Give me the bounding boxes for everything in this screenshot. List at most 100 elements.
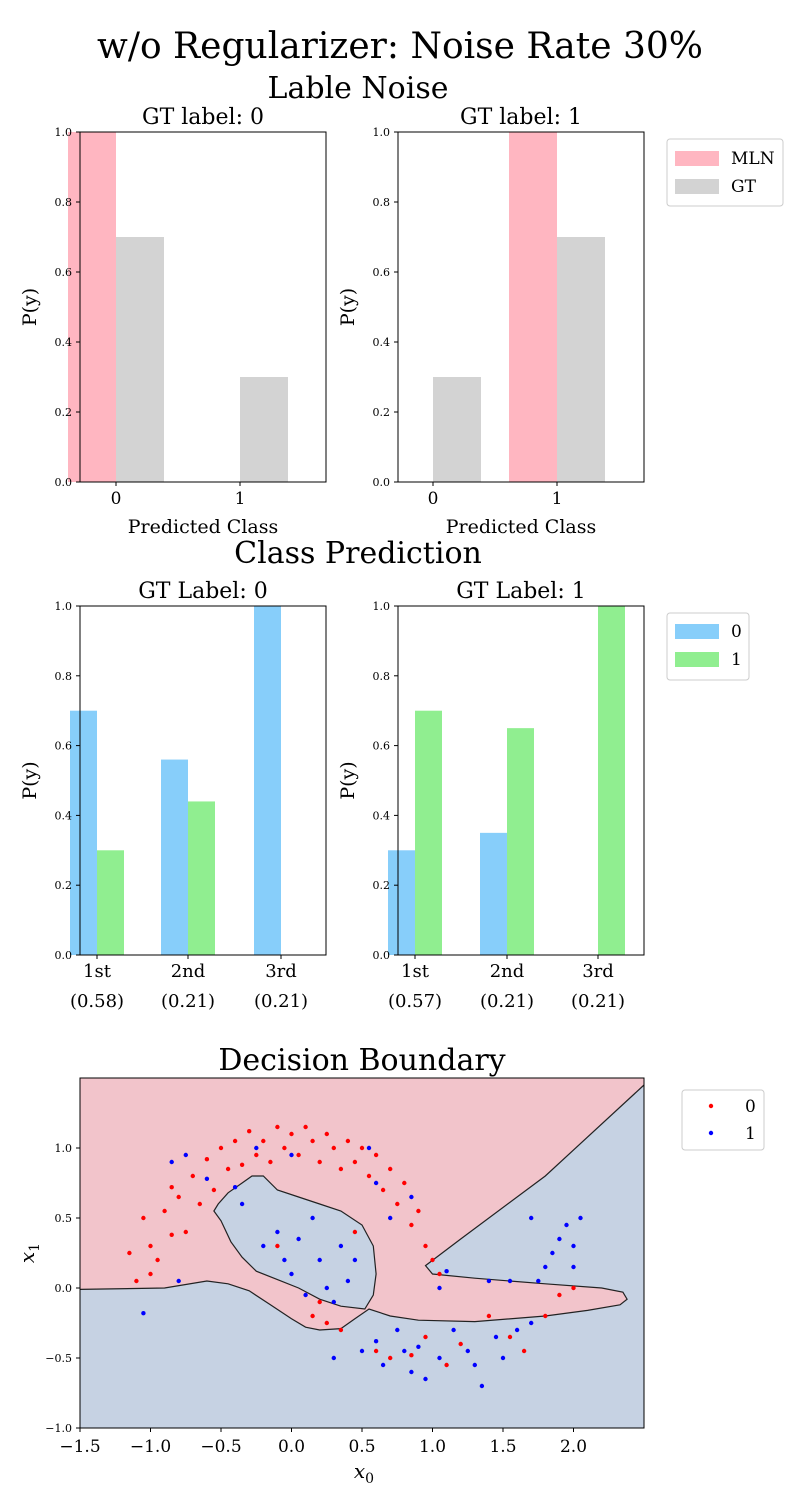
plot-frame (79, 605, 327, 956)
legend-marker-class1 (708, 1130, 714, 1136)
point-class0 (303, 1124, 308, 1130)
class-prediction-chart-gt1: 0.0 0.2 0.4 0.6 0.8 1.0 1st (0.57) 2nd (0.21) 3rd (… (337, 579, 645, 1012)
point-class1 (254, 1145, 259, 1151)
x-tick-label: 2nd (490, 961, 525, 982)
point-class0 (437, 1271, 442, 1277)
point-class0 (282, 1145, 287, 1151)
y-tick-label: 0.4 (373, 809, 391, 822)
y-tick-label: 1.0 (373, 126, 391, 139)
y-tick-label: 0.5 (55, 1212, 73, 1225)
label-noise-chart-gt0: 0.0 0.2 0.4 0.6 0.8 1.0 0 1 GT label: 0 P(y) Predi… (19, 105, 327, 538)
x-axis-label-base: x (354, 1459, 365, 1483)
x-tick-weight: (0.21) (161, 991, 215, 1012)
point-class0 (521, 1348, 527, 1354)
point-class1 (557, 1236, 562, 1242)
point-class1 (571, 1243, 576, 1249)
point-class0 (317, 1299, 322, 1305)
y-tick-label: 0.0 (373, 949, 391, 962)
x-tick-weight: (0.58) (70, 991, 124, 1012)
bar-GT-1 (240, 377, 288, 482)
class-prediction-chart-gt0: 0.0 0.2 0.4 0.6 0.8 1.0 1st (0.58) 2nd (0.21) 3rd (… (19, 579, 327, 1012)
point-class0 (402, 1180, 407, 1186)
point-class1 (402, 1348, 407, 1354)
point-class0 (458, 1341, 463, 1347)
point-class1 (507, 1278, 513, 1284)
panel-title: GT Label: 1 (456, 579, 586, 604)
point-class0 (141, 1215, 146, 1221)
section-title-class-prediction: Class Prediction (234, 536, 482, 571)
point-class1 (366, 1145, 372, 1151)
point-class1 (232, 1185, 238, 1190)
point-class1 (176, 1278, 181, 1284)
point-class1 (338, 1243, 344, 1249)
bar-1-2nd (188, 801, 215, 955)
legend-label-point1: 1 (745, 1124, 756, 1144)
point-class0 (409, 1222, 414, 1228)
figure-title: w/o Regularizer: Noise Rate 30% (97, 26, 703, 67)
region-class0 (80, 1078, 644, 1330)
point-class1 (303, 1292, 308, 1298)
bar-0-1st (388, 850, 415, 955)
point-class1 (380, 1362, 386, 1368)
point-class0 (190, 1173, 195, 1179)
point-class0 (507, 1334, 513, 1340)
x-tick-label: −1.5 (59, 1437, 100, 1457)
x-tick-label: 1st (83, 961, 112, 982)
legend-label-point0: 0 (745, 1097, 756, 1117)
bar-1-2nd (507, 728, 534, 955)
point-class0 (388, 1166, 393, 1172)
point-class0 (197, 1201, 202, 1207)
point-class0 (409, 1353, 414, 1358)
bar-MLN-1 (509, 132, 557, 482)
point-class1 (514, 1327, 520, 1333)
y-axis-label: P(y) (337, 288, 359, 326)
point-class1 (479, 1383, 485, 1389)
y-axis-label: x1 (15, 1243, 43, 1263)
y-tick-label: −1.0 (45, 1422, 72, 1435)
point-class1 (571, 1264, 576, 1270)
y-tick-label: 0.4 (55, 809, 73, 822)
bar-GT-1 (557, 237, 605, 482)
point-class0 (134, 1278, 139, 1284)
point-class0 (296, 1152, 301, 1158)
legend-label-class0: 0 (731, 622, 742, 642)
x-tick-label: 0.0 (278, 1437, 305, 1457)
point-class0 (176, 1194, 181, 1200)
point-class0 (211, 1187, 217, 1193)
legend-label-class1: 1 (731, 650, 742, 670)
point-class0 (148, 1243, 153, 1249)
point-class0 (183, 1229, 188, 1235)
bar-MLN-0 (68, 132, 116, 482)
point-class1 (500, 1355, 506, 1361)
point-class0 (261, 1138, 266, 1144)
point-class0 (423, 1243, 428, 1249)
point-class0 (338, 1166, 344, 1172)
point-class1 (331, 1299, 336, 1305)
x-tick-weight: (0.21) (480, 991, 534, 1012)
point-class0 (232, 1138, 238, 1144)
point-class0 (423, 1334, 428, 1340)
y-tick-label: 1.0 (55, 1142, 73, 1155)
y-axis-label-base: x (15, 1252, 39, 1263)
point-class1 (317, 1257, 322, 1263)
point-class0 (155, 1257, 160, 1263)
point-class1 (423, 1376, 428, 1382)
point-class1 (536, 1278, 541, 1284)
point-class1 (444, 1269, 449, 1274)
point-class1 (261, 1243, 266, 1249)
x-axis-label: Predicted Class (446, 516, 597, 538)
point-class0 (557, 1292, 562, 1298)
panel-title: GT label: 0 (142, 105, 264, 130)
point-class1 (359, 1348, 365, 1354)
y-tick-label: 0.0 (55, 476, 73, 489)
x-tick-weight: (0.57) (388, 991, 442, 1012)
section-title-label-noise: Lable Noise (268, 71, 449, 106)
bar-GT-0 (116, 237, 164, 482)
point-class1 (296, 1236, 301, 1242)
point-class0 (218, 1145, 224, 1151)
legend-label-gt: GT (731, 177, 757, 197)
y-tick-label: 0.8 (55, 670, 73, 683)
x-axis-label: x0 (354, 1459, 374, 1487)
bar-0-2nd (161, 759, 188, 955)
